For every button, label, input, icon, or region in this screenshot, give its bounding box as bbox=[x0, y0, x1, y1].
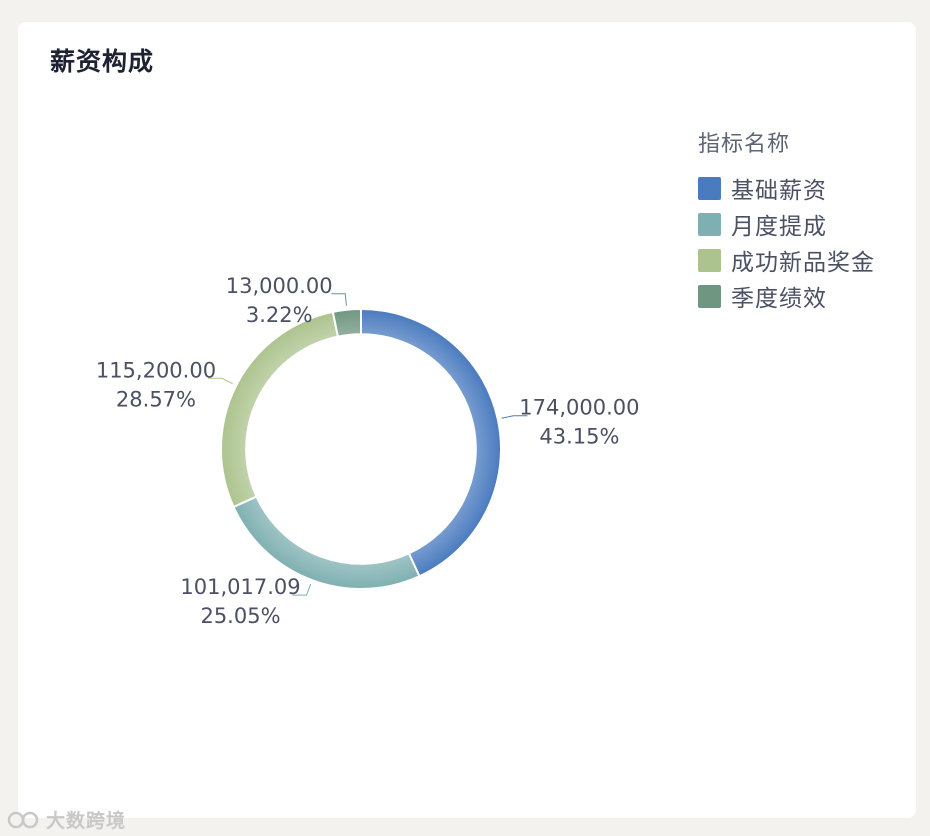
watermark-logo-icon bbox=[7, 811, 39, 828]
legend-label: 季度绩效 bbox=[731, 286, 827, 312]
legend-label: 基础薪资 bbox=[731, 178, 827, 204]
data-label-percent: 25.05% bbox=[200, 604, 280, 628]
watermark-text: 大数跨境 bbox=[46, 810, 127, 832]
legend-item-monthly-commission[interactable]: 月度提成 bbox=[698, 206, 875, 242]
legend-item-base-salary[interactable]: 基础薪资 bbox=[698, 170, 875, 206]
leader-line bbox=[501, 415, 528, 419]
chart-title: 薪资构成 bbox=[50, 47, 155, 76]
data-label-value: 101,017.09 bbox=[180, 575, 300, 599]
legend-title: 指标名称 bbox=[698, 132, 791, 157]
legend-item-quarterly-performance[interactable]: 季度绩效 bbox=[698, 278, 875, 314]
leader-line bbox=[207, 377, 233, 385]
watermark: 大数跨境 bbox=[6, 806, 126, 833]
data-label-value: 174,000.00 bbox=[519, 396, 639, 420]
data-label-value: 115,200.00 bbox=[96, 358, 216, 382]
leader-line bbox=[292, 583, 312, 596]
slice-quarterly-performance[interactable] bbox=[331, 307, 362, 338]
legend-item-new-product-bonus[interactable]: 成功新品奖金 bbox=[698, 242, 875, 278]
slice-base-salary[interactable] bbox=[360, 307, 502, 578]
chart-card: 薪资构成 指标名称 基础薪资 月度提成 成功新品奖金 季度绩效 bbox=[18, 22, 916, 818]
data-label-percent: 28.57% bbox=[116, 387, 196, 411]
data-label-value: 13,000.00 bbox=[226, 274, 333, 298]
legend: 指标名称 基础薪资 月度提成 成功新品奖金 季度绩效 bbox=[698, 126, 875, 314]
data-label-percent: 43.15% bbox=[539, 425, 619, 449]
legend-swatch bbox=[698, 248, 721, 272]
legend-swatch bbox=[698, 176, 721, 200]
legend-label: 月度提成 bbox=[731, 214, 827, 240]
data-label-percent: 3.22% bbox=[246, 303, 313, 327]
legend-swatch bbox=[698, 212, 721, 236]
slice-new-product-bonus[interactable] bbox=[220, 310, 340, 509]
legend-swatch bbox=[698, 284, 721, 308]
leader-line bbox=[331, 293, 347, 306]
legend-label: 成功新品奖金 bbox=[731, 250, 875, 276]
